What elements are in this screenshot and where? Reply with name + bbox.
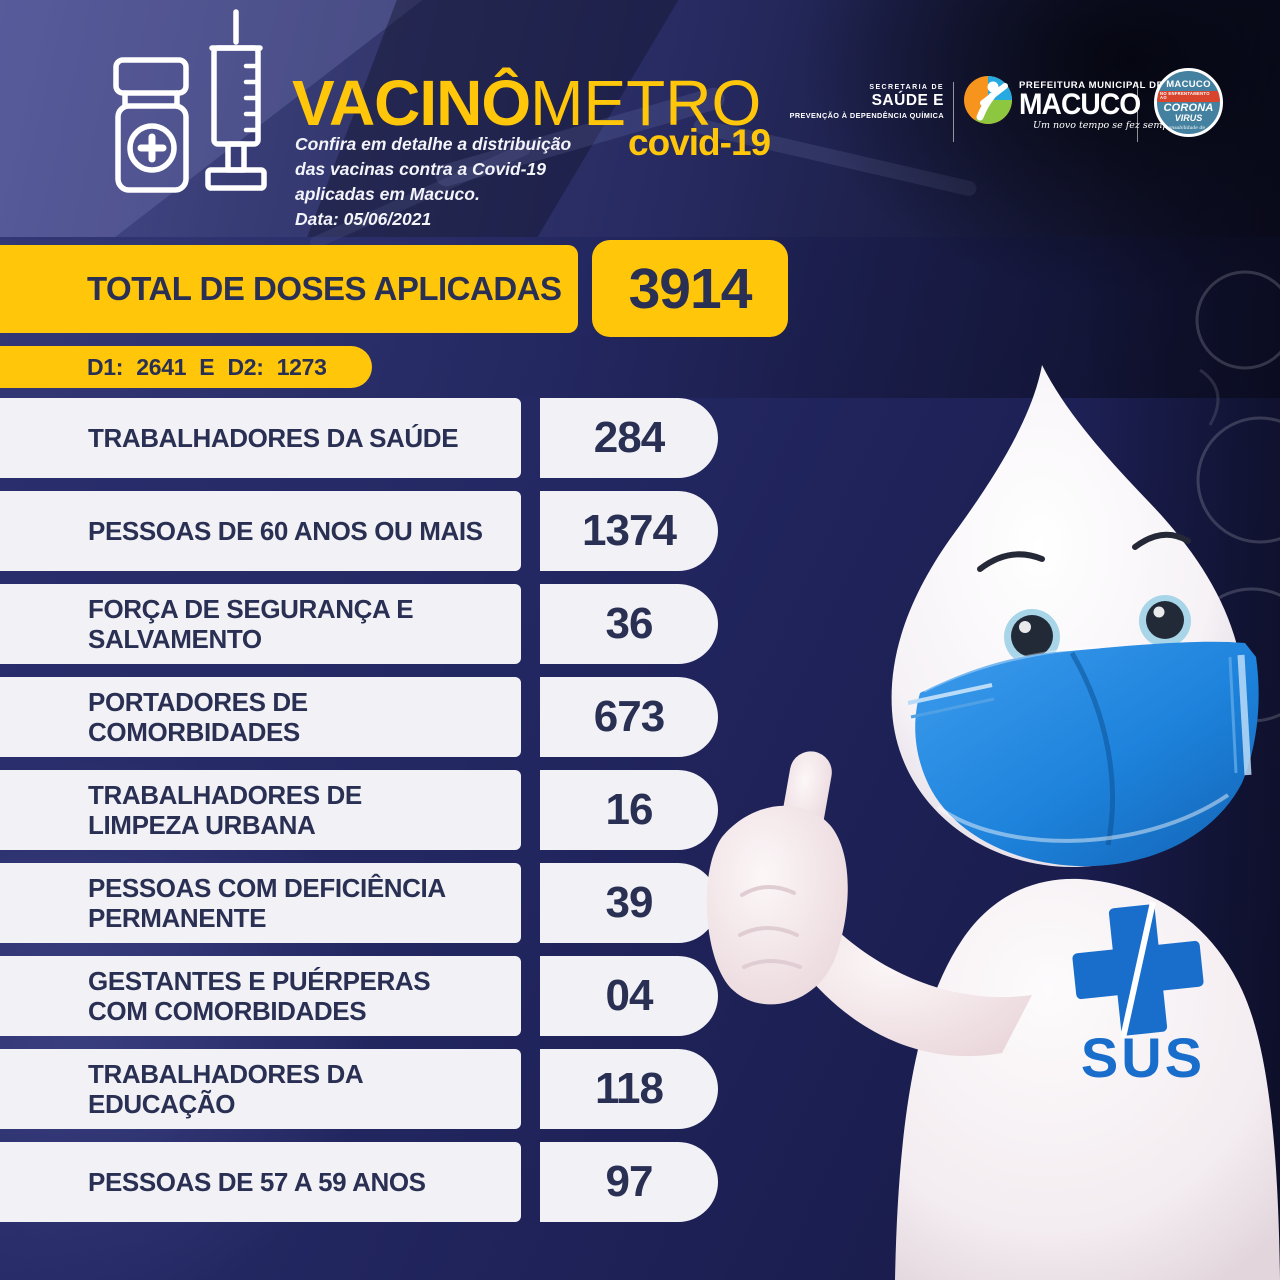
right-dark-gradient <box>1080 0 1280 1280</box>
table-row: PESSOAS COM DEFICIÊNCIA PERMANENTE 39 <box>0 863 790 943</box>
stat-label: TRABALHADORES DA EDUCAÇÃO <box>0 1049 521 1129</box>
stat-value: 97 <box>540 1142 718 1222</box>
badge-ribbon: NO ENFRENTAMENTO AO <box>1157 90 1220 102</box>
logo-divider <box>953 82 954 142</box>
stat-label: TRABALHADORES DE LIMPEZA URBANA <box>0 770 521 850</box>
stat-value: 36 <box>540 584 718 664</box>
doses-breakdown-badge: D1: 2641 E D2: 1273 <box>0 346 372 388</box>
total-doses-value: 3914 <box>592 240 788 337</box>
title-metro: METRO <box>530 67 762 139</box>
table-row: PORTADORES DE COMORBIDADES 673 <box>0 677 790 757</box>
title-vacino: VACINÔ <box>292 67 531 139</box>
table-row: TRABALHADORES DA EDUCAÇÃO 118 <box>0 1049 790 1129</box>
syringe-icon <box>205 9 267 191</box>
total-doses-bar: TOTAL DE DOSES APLICADAS <box>0 245 578 333</box>
secretaria-line3: PREVENÇÃO À DEPENDÊNCIA QUÍMICA <box>789 111 944 120</box>
logo-divider <box>1137 82 1138 142</box>
stat-label: TRABALHADORES DA SAÚDE <box>0 398 521 478</box>
badge-virus: VIRUS <box>1174 113 1203 123</box>
stat-label: PORTADORES DE COMORBIDADES <box>0 677 521 757</box>
prefeitura-macuco-logo: PREFEITURA MUNICIPAL DE MACUCO Um novo t… <box>962 74 1179 131</box>
title-covid19: covid-19 <box>628 122 771 163</box>
table-row: TRABALHADORES DE LIMPEZA URBANA 16 <box>0 770 790 850</box>
subtitle-line: Confira em detalhe a distribuição <box>295 134 572 154</box>
badge-corona: CORONA <box>1163 102 1214 114</box>
vial-icon <box>113 57 189 193</box>
secretaria-saude-logo: SECRETARIA DE SAÚDE E PREVENÇÃO À DEPEND… <box>772 84 944 120</box>
table-row: TRABALHADORES DA SAÚDE 284 <box>0 398 790 478</box>
prefeitura-emblem-icon <box>964 76 1012 124</box>
vaccine-icons <box>113 9 267 193</box>
prefeitura-tagline: Um novo tempo se fez sempre <box>1033 120 1179 131</box>
stat-value: 16 <box>540 770 718 850</box>
stats-list: TRABALHADORES DA SAÚDE 284 PESSOAS DE 60… <box>0 398 790 1222</box>
table-row: GESTANTES E PUÉRPERAS COM COMORBIDADES 04 <box>0 956 790 1036</box>
doses-breakdown-text: D1: 2641 E D2: 1273 <box>87 353 327 380</box>
stat-label: PESSOAS COM DEFICIÊNCIA PERMANENTE <box>0 863 521 943</box>
table-row: PESSOAS DE 60 ANOS OU MAIS 1374 <box>0 491 790 571</box>
stat-label: GESTANTES E PUÉRPERAS COM COMORBIDADES <box>0 956 521 1036</box>
date-label: Data: 05/06/2021 <box>295 209 432 229</box>
stat-label: PESSOAS DE 60 ANOS OU MAIS <box>0 491 521 571</box>
stat-label: FORÇA DE SEGURANÇA E SALVAMENTO <box>0 584 521 664</box>
table-row: PESSOAS DE 57 A 59 ANOS 97 <box>0 1142 790 1222</box>
prefeitura-name: MACUCO <box>1019 88 1141 121</box>
stat-value: 284 <box>540 398 718 478</box>
subtitle: Confira em detalhe a distribuição das va… <box>295 132 571 232</box>
stat-value: 39 <box>540 863 718 943</box>
coronavirus-badge: MACUCO NO ENFRENTAMENTO AO CORONA VIRUS … <box>1154 68 1223 137</box>
subtitle-line: aplicadas em Macuco. <box>295 184 480 204</box>
total-doses-label: TOTAL DE DOSES APLICADAS <box>87 270 562 307</box>
table-row: FORÇA DE SEGURANÇA E SALVAMENTO 36 <box>0 584 790 664</box>
secretaria-line2: SAÚDE E <box>871 92 944 109</box>
stat-value: 1374 <box>540 491 718 571</box>
stat-value: 673 <box>540 677 718 757</box>
stat-value: 04 <box>540 956 718 1036</box>
secretaria-line1: SECRETARIA DE <box>869 84 944 91</box>
stat-value: 118 <box>540 1049 718 1129</box>
subtitle-line: das vacinas contra a Covid-19 <box>295 159 546 179</box>
prefeitura-line1: PREFEITURA MUNICIPAL DE <box>1019 80 1164 91</box>
page-title: VACINÔMETRO <box>292 66 761 140</box>
stat-label: PESSOAS DE 57 A 59 ANOS <box>0 1142 521 1222</box>
badge-city: MACUCO <box>1166 79 1211 90</box>
